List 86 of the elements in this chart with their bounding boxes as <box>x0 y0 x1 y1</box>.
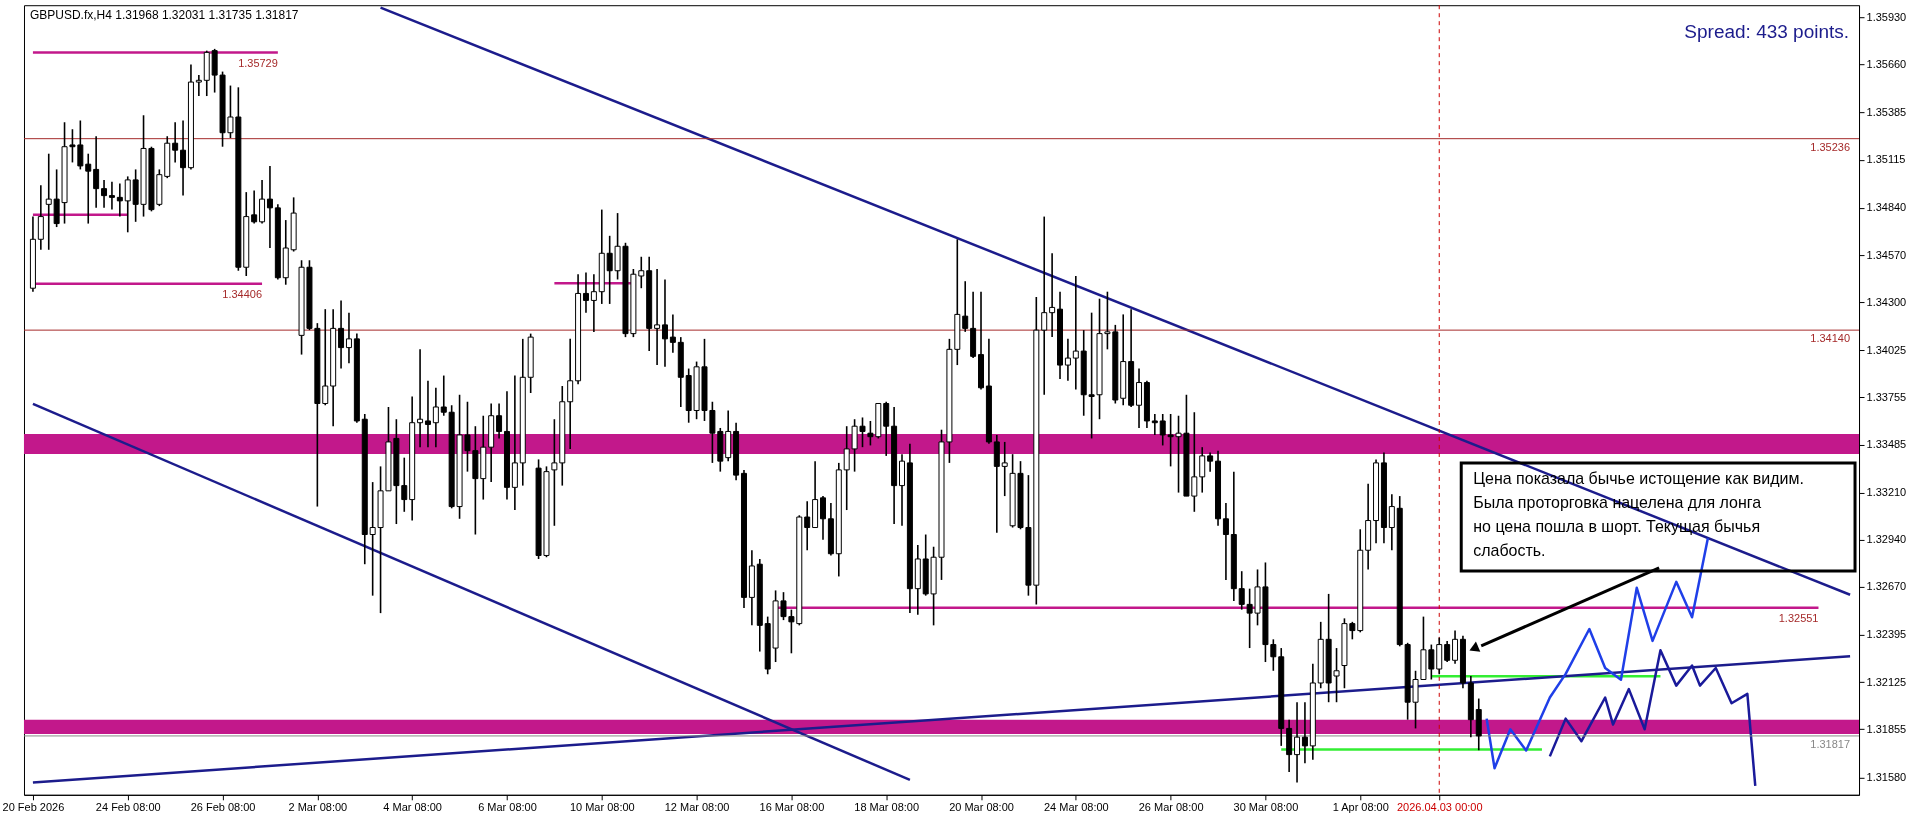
y-tick-label: 1.32940 <box>1866 533 1907 546</box>
x-tick-label: 26 Mar 08:00 <box>1138 801 1204 814</box>
candlestick <box>1301 701 1308 765</box>
candlestick <box>1072 275 1079 391</box>
ref-line-label: 1.34140 <box>1810 332 1851 345</box>
candlestick <box>440 374 447 417</box>
y-tick-label: 1.34570 <box>1866 248 1907 261</box>
y-tick-label: 1.34300 <box>1866 295 1907 308</box>
candlestick <box>1041 215 1048 396</box>
chart-title: GBPUSD.fx,H4 1.31968 1.32031 1.31735 1.31817 <box>29 8 299 23</box>
candlestick <box>432 386 439 448</box>
y-tick-label: 1.34840 <box>1866 201 1907 214</box>
candlestick <box>116 182 123 218</box>
ref-line-label: 1.35236 <box>1810 140 1851 153</box>
candlestick <box>1452 629 1459 665</box>
y-tick-label: 1.35930 <box>1866 10 1907 23</box>
candlestick <box>266 165 273 249</box>
candlestick <box>669 313 676 354</box>
candlestick <box>424 379 431 448</box>
y-tick-label: 1.31855 <box>1866 722 1907 735</box>
candlestick <box>1207 451 1214 473</box>
annotation: Spread: 433 points. <box>1684 21 1850 43</box>
candlestick <box>417 348 424 448</box>
candlestick <box>1136 367 1143 429</box>
y-tick-label: 1.35115 <box>1866 153 1906 166</box>
candlestick <box>180 119 187 197</box>
candlestick <box>567 338 574 450</box>
series-label: 1.32551 <box>1778 611 1819 624</box>
x-tick-label: 18 Mar 08:00 <box>854 801 920 814</box>
line-series <box>1548 649 1757 788</box>
candlestick <box>804 500 811 552</box>
y-tick-label: 1.34025 <box>1866 343 1907 356</box>
candlestick <box>195 74 202 97</box>
candlestick <box>496 402 503 440</box>
candlestick <box>661 278 668 368</box>
y-tick-label: 1.32395 <box>1866 628 1907 641</box>
y-tick-label: 1.32125 <box>1866 675 1907 688</box>
y-tick-label: 1.35385 <box>1866 106 1907 119</box>
x-tick-label: 30 Mar 08:00 <box>1233 801 1299 814</box>
candlestick <box>251 189 258 225</box>
candlestick <box>1064 338 1071 382</box>
x-tick-label: 10 Mar 08:00 <box>569 801 635 814</box>
x-tick-label: 20 Feb 2026 <box>2 801 65 814</box>
candlestick <box>37 184 44 251</box>
x-tick-label: 1 Apr 08:00 <box>1332 801 1389 814</box>
candlestick <box>883 400 890 457</box>
y-tick-label: 1.31580 <box>1866 770 1907 783</box>
candlestick <box>1001 441 1008 497</box>
candlestick <box>654 268 661 366</box>
x-tick-label: 6 Mar 08:00 <box>478 801 537 814</box>
x-tick-label: 12 Mar 08:00 <box>664 801 730 814</box>
candlestick <box>582 271 589 314</box>
candlestick <box>820 495 826 541</box>
candlestick <box>259 179 266 225</box>
ref-line-label: 1.31817 <box>1810 737 1851 750</box>
x-tick-label: 24 Feb 08:00 <box>95 801 161 814</box>
candlestick <box>1049 252 1056 338</box>
y-tick-label: 1.32670 <box>1866 580 1907 593</box>
x-tick-label: 2026.04.03 00:00 <box>1396 801 1483 814</box>
candlestick <box>338 299 345 370</box>
candlestick <box>1444 640 1451 663</box>
series-label: 1.35729 <box>238 56 278 69</box>
x-tick-label: 16 Mar 08:00 <box>759 801 825 814</box>
candlestick <box>1151 413 1158 436</box>
candlestick <box>172 121 179 164</box>
y-tick-label: 1.33485 <box>1866 438 1907 451</box>
x-tick-label: 4 Mar 08:00 <box>383 801 442 814</box>
series-label: 1.34406 <box>222 287 263 300</box>
y-tick-label: 1.33755 <box>1866 390 1907 403</box>
y-tick-label: 1.35660 <box>1866 58 1907 71</box>
x-tick-label: 2 Mar 08:00 <box>288 801 348 814</box>
candlestick <box>93 135 100 209</box>
candlestick <box>108 180 115 211</box>
candlestick <box>345 311 352 365</box>
x-tick-label: 24 Mar 08:00 <box>1043 801 1109 814</box>
x-tick-label: 20 Mar 08:00 <box>949 801 1014 814</box>
candlestick <box>1199 446 1206 494</box>
y-tick-label: 1.33210 <box>1866 486 1907 499</box>
candlestick <box>101 179 108 209</box>
candlestick <box>85 152 92 225</box>
candlestick <box>1388 493 1395 552</box>
candlestick <box>962 280 969 333</box>
candlestick <box>1294 701 1301 784</box>
candlestick <box>1222 502 1229 581</box>
x-tick-label: 26 Feb 08:00 <box>190 801 256 814</box>
candlestick <box>590 273 597 333</box>
